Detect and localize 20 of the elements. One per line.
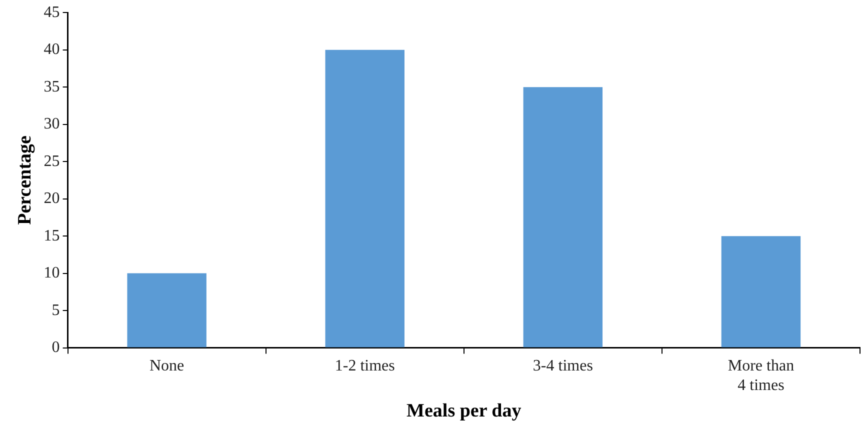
y-tick-label: 15	[44, 227, 60, 244]
y-tick-label: 5	[52, 302, 60, 319]
y-tick-label: 0	[52, 339, 60, 356]
y-tick-label: 25	[44, 152, 60, 170]
x-axis-title: Meals per day	[406, 400, 522, 422]
x-tick-label: More than 4 times	[728, 358, 794, 394]
x-tick-label: None	[149, 358, 184, 375]
y-tick-label: 20	[44, 190, 60, 208]
bar	[325, 50, 404, 348]
bar	[523, 87, 603, 348]
x-tick-label: 3-4 times	[532, 358, 593, 375]
y-tick-label: 45	[44, 4, 60, 21]
x-tick-label: 1-2 times	[334, 358, 395, 375]
y-tick-label: 35	[44, 78, 60, 96]
y-tick-label: 30	[44, 116, 60, 133]
bar	[721, 236, 801, 348]
y-axis-title: Percentage	[14, 136, 36, 225]
y-tick-label: 40	[44, 41, 60, 58]
bar	[127, 273, 206, 348]
y-tick-label: 10	[44, 264, 60, 282]
